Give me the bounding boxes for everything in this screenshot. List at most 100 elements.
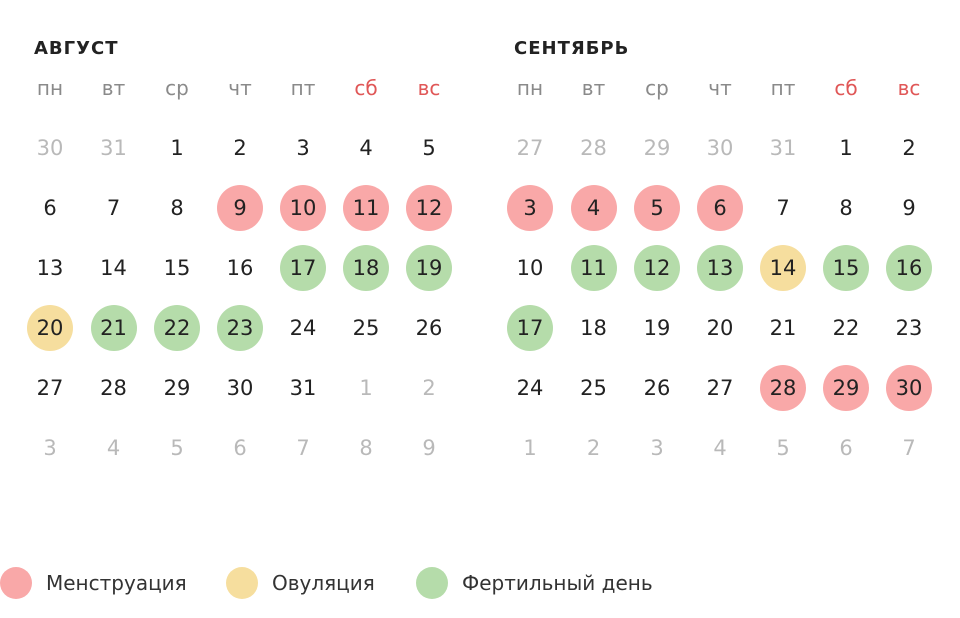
weekday-label: вт [101,76,126,100]
ovulation-day[interactable]: 20 [27,305,73,351]
legend-item-ovulation: Овуляция [226,560,375,606]
calendar-day[interactable]: 18 [580,316,607,340]
other-month-day[interactable]: 2 [586,436,601,460]
other-month-day[interactable]: 4 [106,436,121,460]
other-month-day[interactable]: 8 [359,436,373,460]
weekday-label: пн [36,76,64,100]
other-month-day[interactable]: 9 [422,436,436,460]
menstruation-day[interactable]: 10 [280,185,326,231]
other-month-day[interactable]: 6 [233,436,247,460]
calendar-day[interactable]: 27 [706,376,734,400]
legend-dot-icon [226,567,258,599]
fertile-day[interactable]: 19 [406,245,452,291]
other-month-day[interactable]: 4 [713,436,727,460]
calendar-day[interactable]: 9 [902,196,916,220]
weekday-label: сб [834,76,858,100]
legend-item-menstruation: Менструация [0,560,187,606]
menstruation-day[interactable]: 5 [634,185,680,231]
calendar-day[interactable]: 2 [902,136,916,160]
fertile-day[interactable]: 13 [697,245,743,291]
month-title: СЕНТЯБРЬ [514,38,630,59]
calendar-day[interactable]: 4 [359,136,373,160]
calendar-day[interactable]: 27 [36,376,64,400]
weekday-label: ср [645,76,669,100]
weekday-header: пн вт ср чт пт сб вс [494,76,934,104]
menstruation-day[interactable]: 3 [507,185,553,231]
calendar-day[interactable]: 16 [226,256,254,280]
fertile-day[interactable]: 12 [634,245,680,291]
other-month-day[interactable]: 28 [580,136,607,160]
other-month-day[interactable]: 30 [706,136,734,160]
calendar-day[interactable]: 20 [706,316,734,340]
other-month-day[interactable]: 7 [296,436,310,460]
other-month-day[interactable]: 5 [776,436,790,460]
other-month-day[interactable]: 3 [43,436,57,460]
calendar-day[interactable]: 5 [422,136,436,160]
menstruation-day[interactable]: 6 [697,185,743,231]
calendar-day[interactable]: 23 [895,316,923,340]
other-month-day[interactable]: 29 [643,136,671,160]
other-month-day[interactable]: 7 [902,436,916,460]
menstruation-day[interactable]: 12 [406,185,452,231]
calendar-day[interactable]: 29 [163,376,191,400]
calendar-day[interactable]: 3 [296,136,310,160]
menstruation-day[interactable]: 28 [760,365,806,411]
fertile-day[interactable]: 21 [90,305,137,351]
fertile-day[interactable]: 17 [280,245,326,291]
fertile-day[interactable]: 18 [343,245,389,291]
menstruation-day[interactable]: 9 [217,185,263,231]
calendar-day[interactable]: 25 [580,376,607,400]
calendar-day[interactable]: 24 [289,316,317,340]
month-title: АВГУСТ [34,38,119,59]
menstruation-day[interactable]: 11 [343,185,389,231]
other-month-day[interactable]: 1 [523,436,537,460]
calendar-day[interactable]: 1 [170,136,184,160]
calendar-day[interactable]: 15 [163,256,191,280]
ovulation-day[interactable]: 14 [760,245,806,291]
calendar-day[interactable]: 26 [643,376,671,400]
calendar-day[interactable]: 21 [769,316,797,340]
calendar-day[interactable]: 1 [839,136,853,160]
calendar-day[interactable]: 30 [226,376,254,400]
calendar-day[interactable]: 7 [106,196,121,220]
menstruation-day[interactable]: 29 [823,365,869,411]
calendar-day[interactable]: 8 [170,196,184,220]
fertile-day[interactable]: 16 [886,245,932,291]
legend-dot-icon [0,567,32,599]
fertile-day[interactable]: 22 [154,305,200,351]
calendar-day[interactable]: 19 [643,316,671,340]
calendar-day[interactable]: 8 [839,196,853,220]
calendar-day[interactable]: 25 [352,316,380,340]
weekday-label: вс [417,76,441,100]
calendar-day[interactable]: 31 [289,376,317,400]
calendar-day[interactable]: 14 [100,256,127,280]
other-month-day[interactable]: 1 [359,376,373,400]
calendar-day[interactable]: 28 [100,376,127,400]
calendar-day[interactable]: 7 [776,196,790,220]
weekday-label: пт [290,76,316,100]
other-month-day[interactable]: 2 [422,376,436,400]
weekday-label: ср [165,76,189,100]
fertile-day[interactable]: 11 [570,245,617,291]
calendar-day[interactable]: 10 [516,256,544,280]
calendar-day[interactable]: 22 [832,316,860,340]
fertile-day[interactable]: 15 [823,245,869,291]
other-month-day[interactable]: 6 [839,436,853,460]
calendar-day[interactable]: 24 [516,376,544,400]
other-month-day[interactable]: 3 [650,436,664,460]
fertile-day[interactable]: 23 [217,305,263,351]
other-month-day[interactable]: 31 [769,136,797,160]
other-month-day[interactable]: 30 [36,136,64,160]
fertile-day[interactable]: 17 [507,305,553,351]
other-month-day[interactable]: 5 [170,436,184,460]
menstruation-day[interactable]: 30 [886,365,932,411]
legend-item-fertile: Фертильный день [416,560,653,606]
calendar-day[interactable]: 13 [36,256,64,280]
other-month-day[interactable]: 27 [516,136,544,160]
calendar-day[interactable]: 26 [415,316,443,340]
other-month-day[interactable]: 31 [100,136,127,160]
weekday-label: пн [516,76,544,100]
menstruation-day[interactable]: 4 [570,185,617,231]
calendar-day[interactable]: 6 [43,196,57,220]
calendar-day[interactable]: 2 [233,136,247,160]
